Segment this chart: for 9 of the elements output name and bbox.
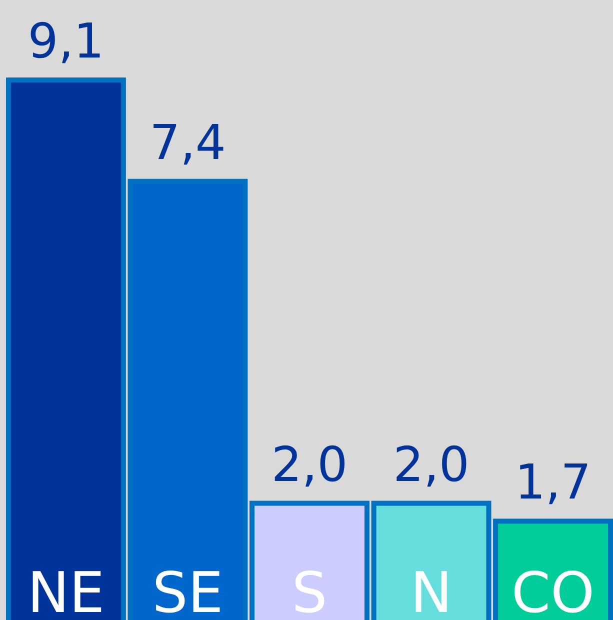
x-tick-label: CO [511,561,595,620]
x-tick-label: SE [152,561,224,620]
data-label: 7,4 [150,114,226,171]
data-label: 1,7 [514,454,592,511]
data-label: 2,0 [271,436,348,493]
data-label: 2,0 [393,436,470,493]
data-label: 9,1 [28,14,104,70]
x-tick-label: N [410,561,452,620]
x-tick-label: NE [27,561,105,620]
